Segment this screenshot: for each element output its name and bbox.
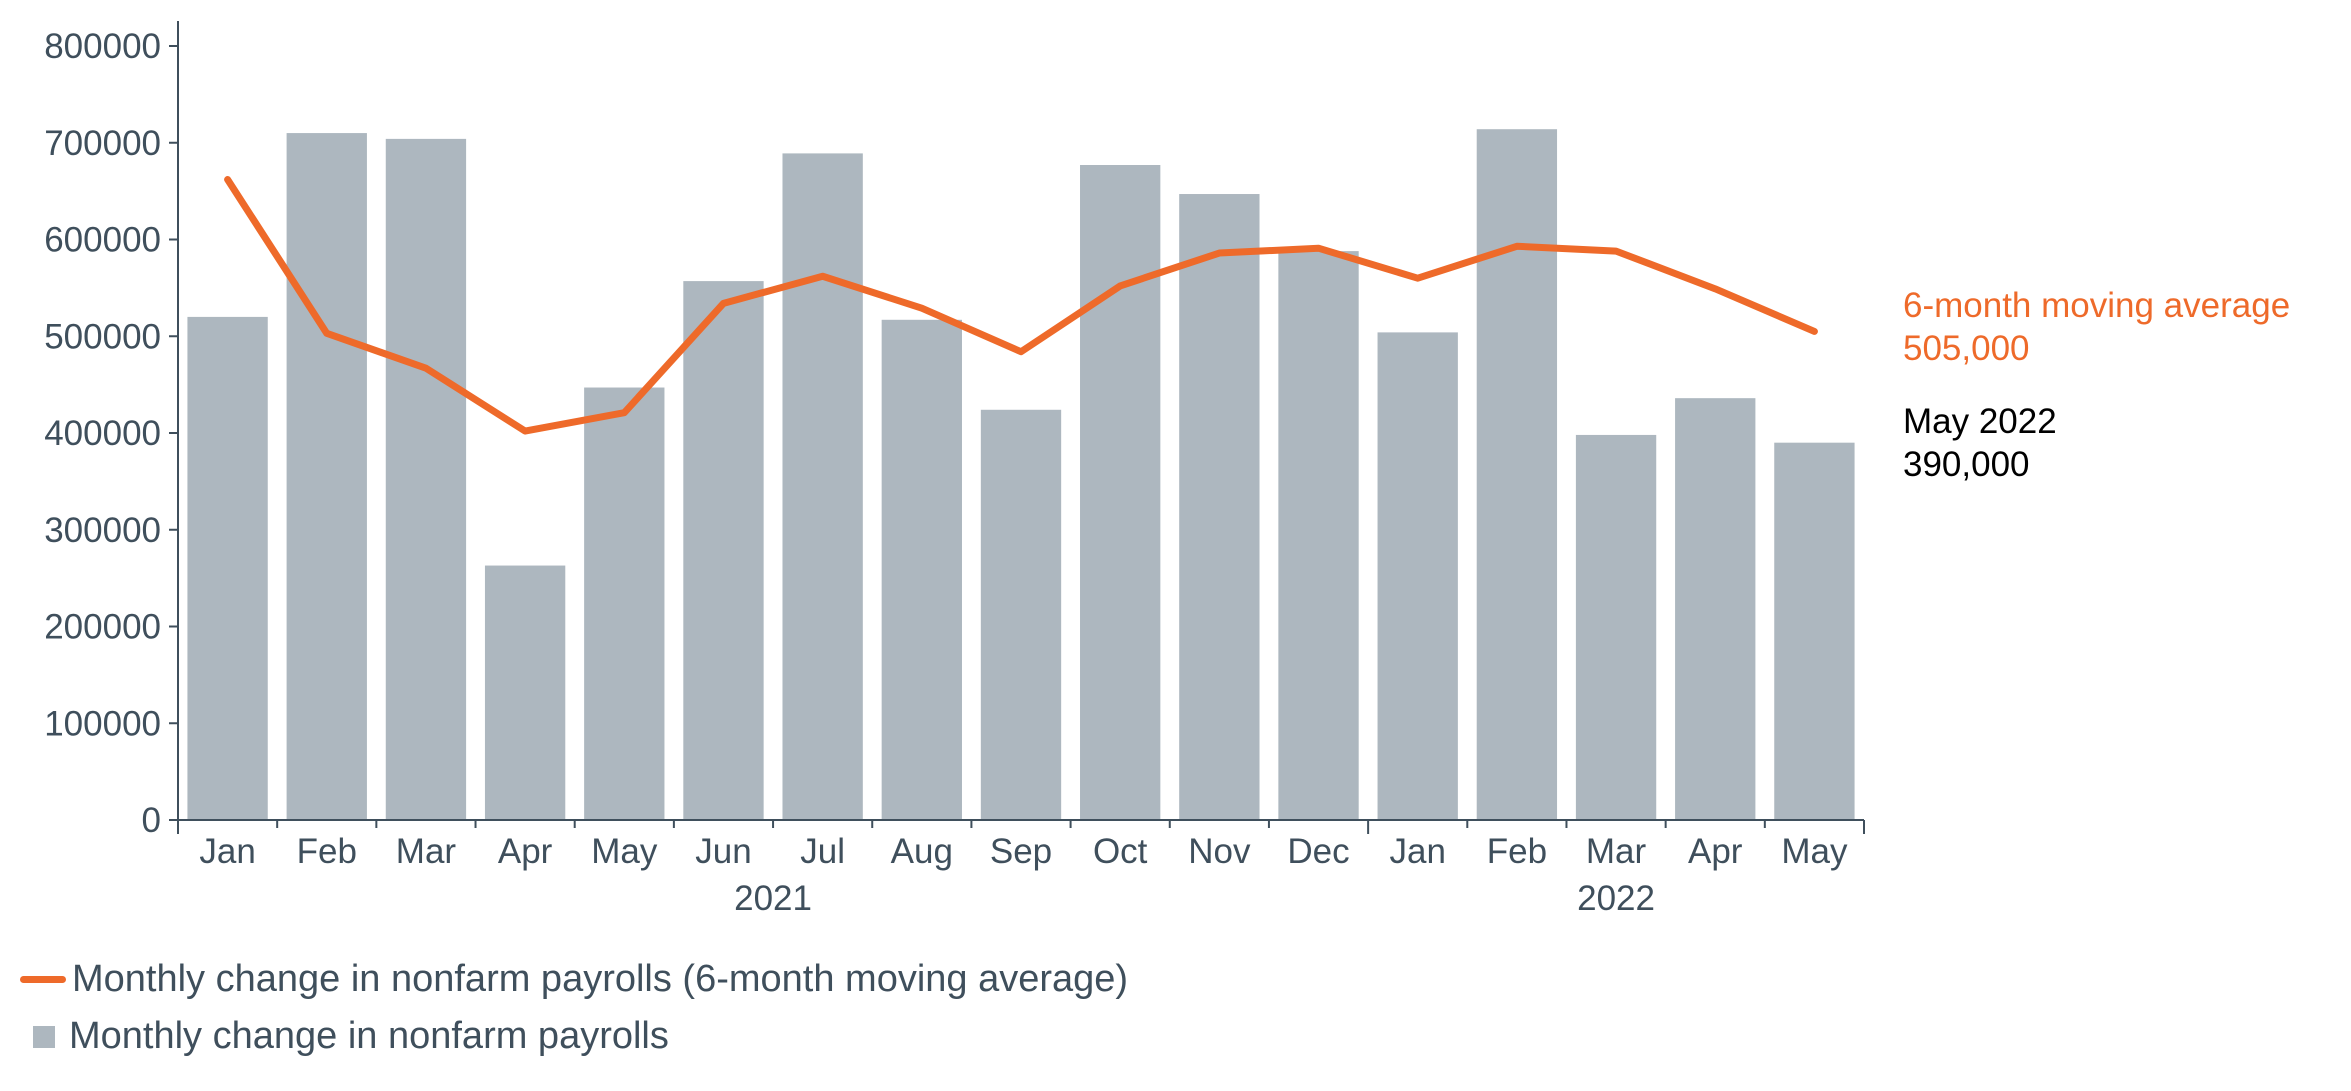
x-tick-label: May [1781,832,1848,871]
x-tick-label: Aug [891,832,953,871]
legend-line-swatch [20,976,66,983]
x-tick-label: Feb [1487,832,1547,871]
y-axis-ticks: 0 100000 200000 300000 400000 500000 600000 700… [44,27,178,840]
moving-average-annotation-value: 505,000 [1903,329,2030,368]
x-tick-label: Oct [1093,832,1148,871]
y-tick-label: 0 [142,801,161,840]
legend-bar-label: Monthly change in nonfarm payrolls [69,1015,669,1057]
moving-average-annotation-label: 6-month moving average [1903,286,2291,325]
year-labels: 2021 2022 [734,879,1655,918]
x-tick-label: May [591,832,658,871]
last-month-annotation: May 2022 390,000 [1903,400,2057,486]
x-tick-label: Apr [1688,832,1743,871]
year-label: 2022 [1577,879,1655,918]
y-tick-label: 400000 [44,414,161,453]
bar [1080,165,1161,820]
bar [484,565,566,820]
x-tick-label: Sep [990,832,1052,871]
legend-item-payrolls: Monthly change in nonfarm payrolls [20,1015,669,1058]
x-axis-ticks: Jan Feb Mar Apr May Jun Jul Aug Sep Oct Nov Dec Jan F… [177,820,1865,871]
legend-line-label: Monthly change in nonfarm payrolls (6-mo… [72,958,1129,1000]
y-tick-label: 600000 [44,221,161,260]
bar [584,387,665,820]
bar [1575,434,1657,820]
axes [177,21,1864,821]
x-tick-label: Jan [1389,832,1445,871]
bar [1675,398,1756,820]
legend-item-moving-average: Monthly change in nonfarm payrolls (6-mo… [20,958,1128,1001]
x-tick-label: Jul [800,832,845,871]
x-tick-label: Jun [695,832,751,871]
x-tick-label: Mar [396,832,457,871]
bar [683,281,764,820]
last-month-annotation-value: 390,000 [1903,445,2030,484]
legend-bar-swatch [33,1025,55,1048]
bar [286,133,367,820]
bar [881,319,962,820]
x-tick-label: Mar [1586,832,1647,871]
last-month-annotation-label: May 2022 [1903,402,2057,441]
y-tick-label: 200000 [44,608,161,647]
y-tick-label: 800000 [44,27,161,66]
bar [782,153,863,820]
y-tick-label: 700000 [44,124,161,163]
bar [1179,194,1260,821]
y-tick-label: 300000 [44,511,161,550]
x-tick-label: Dec [1287,832,1349,871]
bar-series [187,129,1855,821]
bar [980,409,1062,820]
bar [1476,129,1558,820]
moving-average-line [224,176,1818,435]
bar [385,138,467,820]
year-label: 2021 [734,879,812,918]
x-tick-label: Jan [199,832,255,871]
y-tick-label: 100000 [44,704,161,743]
bar [1377,332,1458,820]
bar [1278,251,1359,821]
bar [187,316,268,820]
x-tick-label: Apr [498,832,553,871]
bar [1774,442,1855,820]
moving-average-annotation: 6-month moving average 505,000 [1903,284,2290,370]
x-tick-label: Feb [297,832,357,871]
y-tick-label: 500000 [44,317,161,356]
x-tick-label: Nov [1188,832,1251,871]
